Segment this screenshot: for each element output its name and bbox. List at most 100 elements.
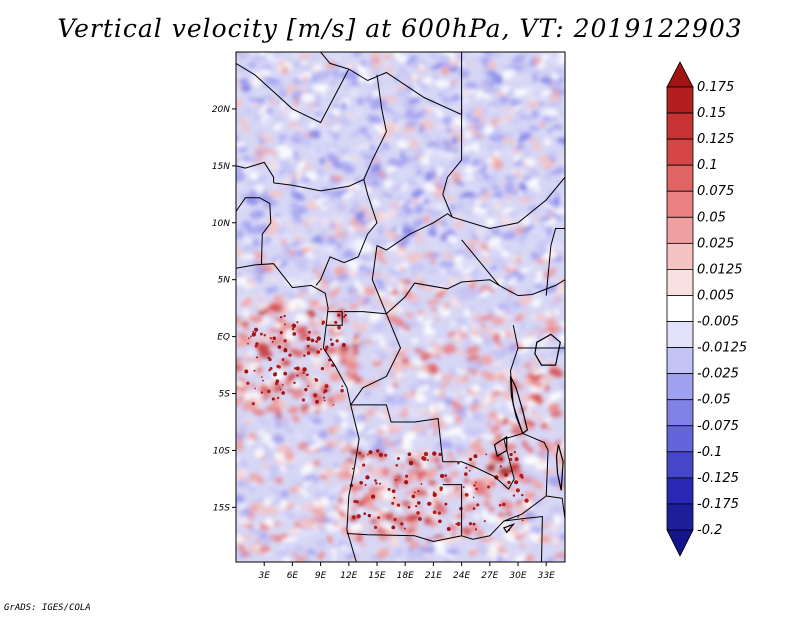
field-cell — [282, 109, 289, 115]
field-cell — [387, 315, 403, 325]
field-cell — [408, 124, 415, 129]
field-cell — [378, 522, 394, 530]
field-cell — [270, 239, 282, 245]
field-cell — [539, 492, 548, 499]
field-cell — [414, 550, 427, 559]
field-cell — [500, 207, 515, 214]
field-cell — [354, 280, 361, 290]
field-cell — [236, 110, 243, 115]
field-cell — [547, 426, 552, 432]
field-speckle — [316, 336, 321, 341]
field-cell — [472, 289, 486, 298]
field-cell — [500, 308, 507, 313]
field-speckle — [337, 313, 341, 317]
field-speckle — [485, 453, 488, 456]
field-speckle — [272, 372, 277, 377]
field-cell — [323, 358, 329, 364]
field-speckle — [400, 522, 404, 526]
field-cell — [279, 185, 292, 190]
field-cell — [259, 235, 267, 241]
field-cell — [259, 194, 273, 204]
field-cell — [256, 209, 262, 218]
field-cell — [329, 485, 344, 496]
field-cell — [452, 517, 468, 523]
field-cell — [368, 485, 377, 495]
field-cell — [236, 297, 246, 304]
field-cell — [550, 211, 562, 221]
field-cell — [253, 105, 263, 111]
field-cell — [451, 434, 459, 443]
field-cell — [376, 99, 388, 108]
field-cell — [430, 222, 437, 231]
field-cell — [433, 504, 447, 515]
field-cell — [452, 408, 467, 417]
field-cell — [316, 475, 322, 482]
field-cell — [381, 531, 390, 540]
field-cell — [262, 433, 271, 443]
field-cell — [294, 97, 300, 108]
field-cell — [469, 334, 484, 343]
field-cell — [410, 337, 419, 344]
field-cell — [240, 364, 254, 374]
field-speckle — [498, 503, 502, 507]
field-cell — [409, 294, 420, 303]
field-cell — [388, 275, 400, 285]
field-cell — [256, 417, 271, 426]
field-cell — [447, 451, 453, 458]
field-cell — [430, 256, 436, 265]
field-cell — [433, 444, 442, 453]
field-cell — [490, 155, 500, 162]
field-cell — [249, 315, 264, 323]
border-line — [326, 311, 343, 326]
field-cell — [481, 354, 493, 366]
field-cell — [315, 109, 323, 116]
field-cell — [393, 263, 400, 271]
field-cell — [363, 452, 378, 457]
field-speckle — [446, 526, 451, 531]
field-cell — [461, 268, 473, 273]
field-cell — [544, 384, 550, 393]
field-cell — [402, 279, 413, 285]
field-cell — [292, 415, 300, 423]
field-cell — [466, 545, 480, 551]
field-cell — [239, 254, 256, 260]
field-cell — [337, 147, 350, 155]
field-cell — [465, 81, 479, 92]
field-cell — [252, 409, 267, 414]
field-cell — [253, 91, 268, 99]
field-cell — [491, 278, 506, 287]
field-speckle — [272, 336, 276, 341]
field-cell — [472, 397, 479, 405]
field-speckle — [367, 453, 369, 456]
field-cell — [322, 92, 327, 96]
colorbar-bin — [666, 425, 694, 453]
field-speckle — [247, 342, 249, 345]
field-cell — [405, 312, 414, 319]
field-cell — [463, 166, 475, 174]
field-cell — [369, 335, 386, 340]
field-cell — [401, 392, 417, 399]
field-cell — [373, 133, 379, 139]
field-speckle — [378, 482, 382, 485]
x-tick-label: 27E — [481, 571, 498, 581]
field-cell — [465, 199, 477, 207]
field-cell — [429, 323, 437, 330]
field-cell — [464, 395, 480, 403]
field-cell — [541, 89, 552, 96]
field-speckle — [276, 364, 280, 368]
field-cell — [299, 290, 310, 296]
x-tick-label: 15E — [368, 571, 385, 581]
field-cell — [355, 491, 364, 501]
field-cell — [272, 452, 286, 461]
field-cell — [348, 227, 355, 233]
field-cell — [523, 158, 537, 167]
field-cell — [440, 552, 456, 560]
field-cell — [401, 183, 408, 192]
field-cell — [242, 220, 253, 230]
field-speckle — [391, 489, 396, 494]
field-speckle — [416, 501, 421, 505]
field-cell — [308, 101, 317, 110]
field-cell — [309, 284, 317, 294]
field-cell — [454, 337, 466, 347]
field-cell — [508, 286, 514, 296]
